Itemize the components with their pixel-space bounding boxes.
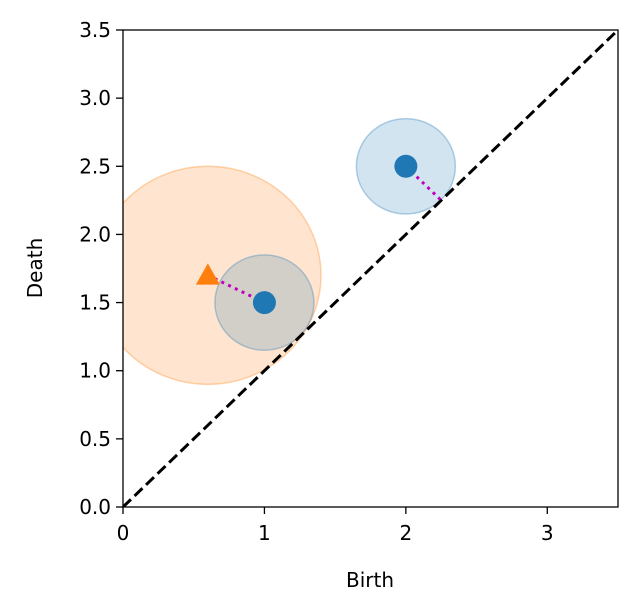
plot-frame [122, 29, 619, 508]
x-axis-label: Birth [346, 568, 394, 592]
y-tick-label: 0.0 [79, 495, 111, 519]
y-axis-label: Death [23, 238, 47, 298]
y-tick-label: 1.5 [79, 291, 111, 315]
triangle-point-0 [195, 263, 220, 285]
x-tick-label: 0 [117, 521, 130, 545]
circle-point-1 [394, 154, 418, 178]
y-tick-label: 2.5 [79, 154, 111, 178]
y-tick-label: 3.0 [79, 86, 111, 110]
y-tick-label: 3.5 [79, 18, 111, 42]
x-tick-label: 2 [399, 521, 412, 545]
shaded-circle-0 [123, 165, 322, 386]
matching-line-0 [207, 273, 266, 304]
diagonal-line [123, 30, 618, 507]
y-tick-label: 1.0 [79, 359, 111, 383]
y-tick-label: 0.5 [79, 427, 111, 451]
circle-point-0 [252, 291, 276, 315]
x-tick-label: 1 [258, 521, 271, 545]
y-tick-label: 2.0 [79, 222, 111, 246]
x-tick-label: 3 [541, 521, 554, 545]
